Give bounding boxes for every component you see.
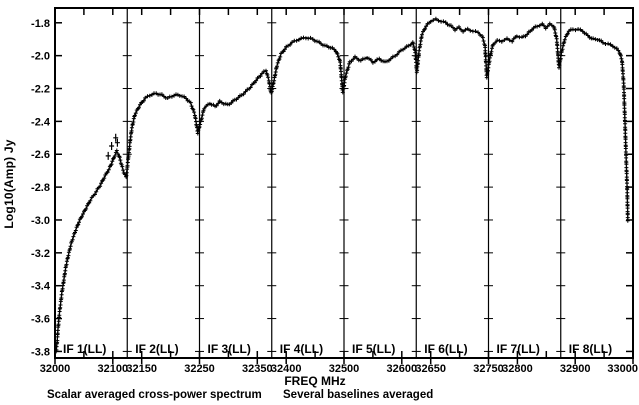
y-tick-label: -2.8	[31, 182, 50, 194]
y-tick-label: -3.2	[31, 248, 50, 260]
y-tick-label: -2.4	[31, 116, 51, 128]
caption-baselines-averaged: Several baselines averaged	[283, 389, 434, 401]
y-tick-label: -2.2	[31, 84, 50, 96]
plot-frame	[54, 7, 634, 359]
x-tick-label: 32250	[184, 363, 215, 375]
x-tick-label: 32350	[242, 363, 273, 375]
x-tick-label: 32600	[387, 363, 418, 375]
x-tick-label: 32000	[40, 363, 71, 375]
x-tick-label: 32150	[126, 363, 157, 375]
if-panel-label: IF 7(LL)	[497, 342, 540, 356]
y-tick-label: -3.0	[31, 215, 50, 227]
y-tick-label: -3.4	[31, 281, 51, 293]
x-tick-label: 32750	[473, 363, 504, 375]
if-panel-label: IF 2(LL)	[135, 342, 178, 356]
y-axis-title: Log10(Amp) Jy	[2, 139, 16, 229]
if-panel-label: IF 8(LL)	[569, 342, 612, 356]
x-tick-label: 32100	[98, 363, 129, 375]
x-tick-label: 32800	[502, 363, 533, 375]
if-panel-label: IF 3(LL)	[208, 342, 251, 356]
x-axis-title: FREQ MHz	[284, 374, 346, 388]
if-panel-label: IF 5(LL)	[352, 342, 395, 356]
y-tick-label: -3.8	[31, 346, 50, 358]
x-tick-label: 32500	[329, 363, 360, 375]
x-tick-label: 33000	[607, 363, 638, 375]
y-tick-label: -1.8	[31, 18, 50, 30]
spectrum-curve	[54, 16, 630, 354]
y-tick-label: -2.6	[31, 149, 50, 161]
outlier-markers	[105, 133, 120, 160]
y-tick-label: -2.0	[31, 51, 50, 63]
if-panel-label: IF 6(LL)	[424, 342, 467, 356]
caption-scalar-averaged: Scalar averaged cross-power spectrum	[47, 389, 262, 401]
x-tick-label: 32400	[271, 363, 302, 375]
x-tick-label: 32900	[560, 363, 591, 375]
if-panel-label: IF 4(LL)	[280, 342, 323, 356]
y-tick-label: -3.6	[31, 314, 50, 326]
if-panel-label: IF 1(LL)	[63, 342, 106, 356]
x-tick-label: 32650	[415, 363, 446, 375]
